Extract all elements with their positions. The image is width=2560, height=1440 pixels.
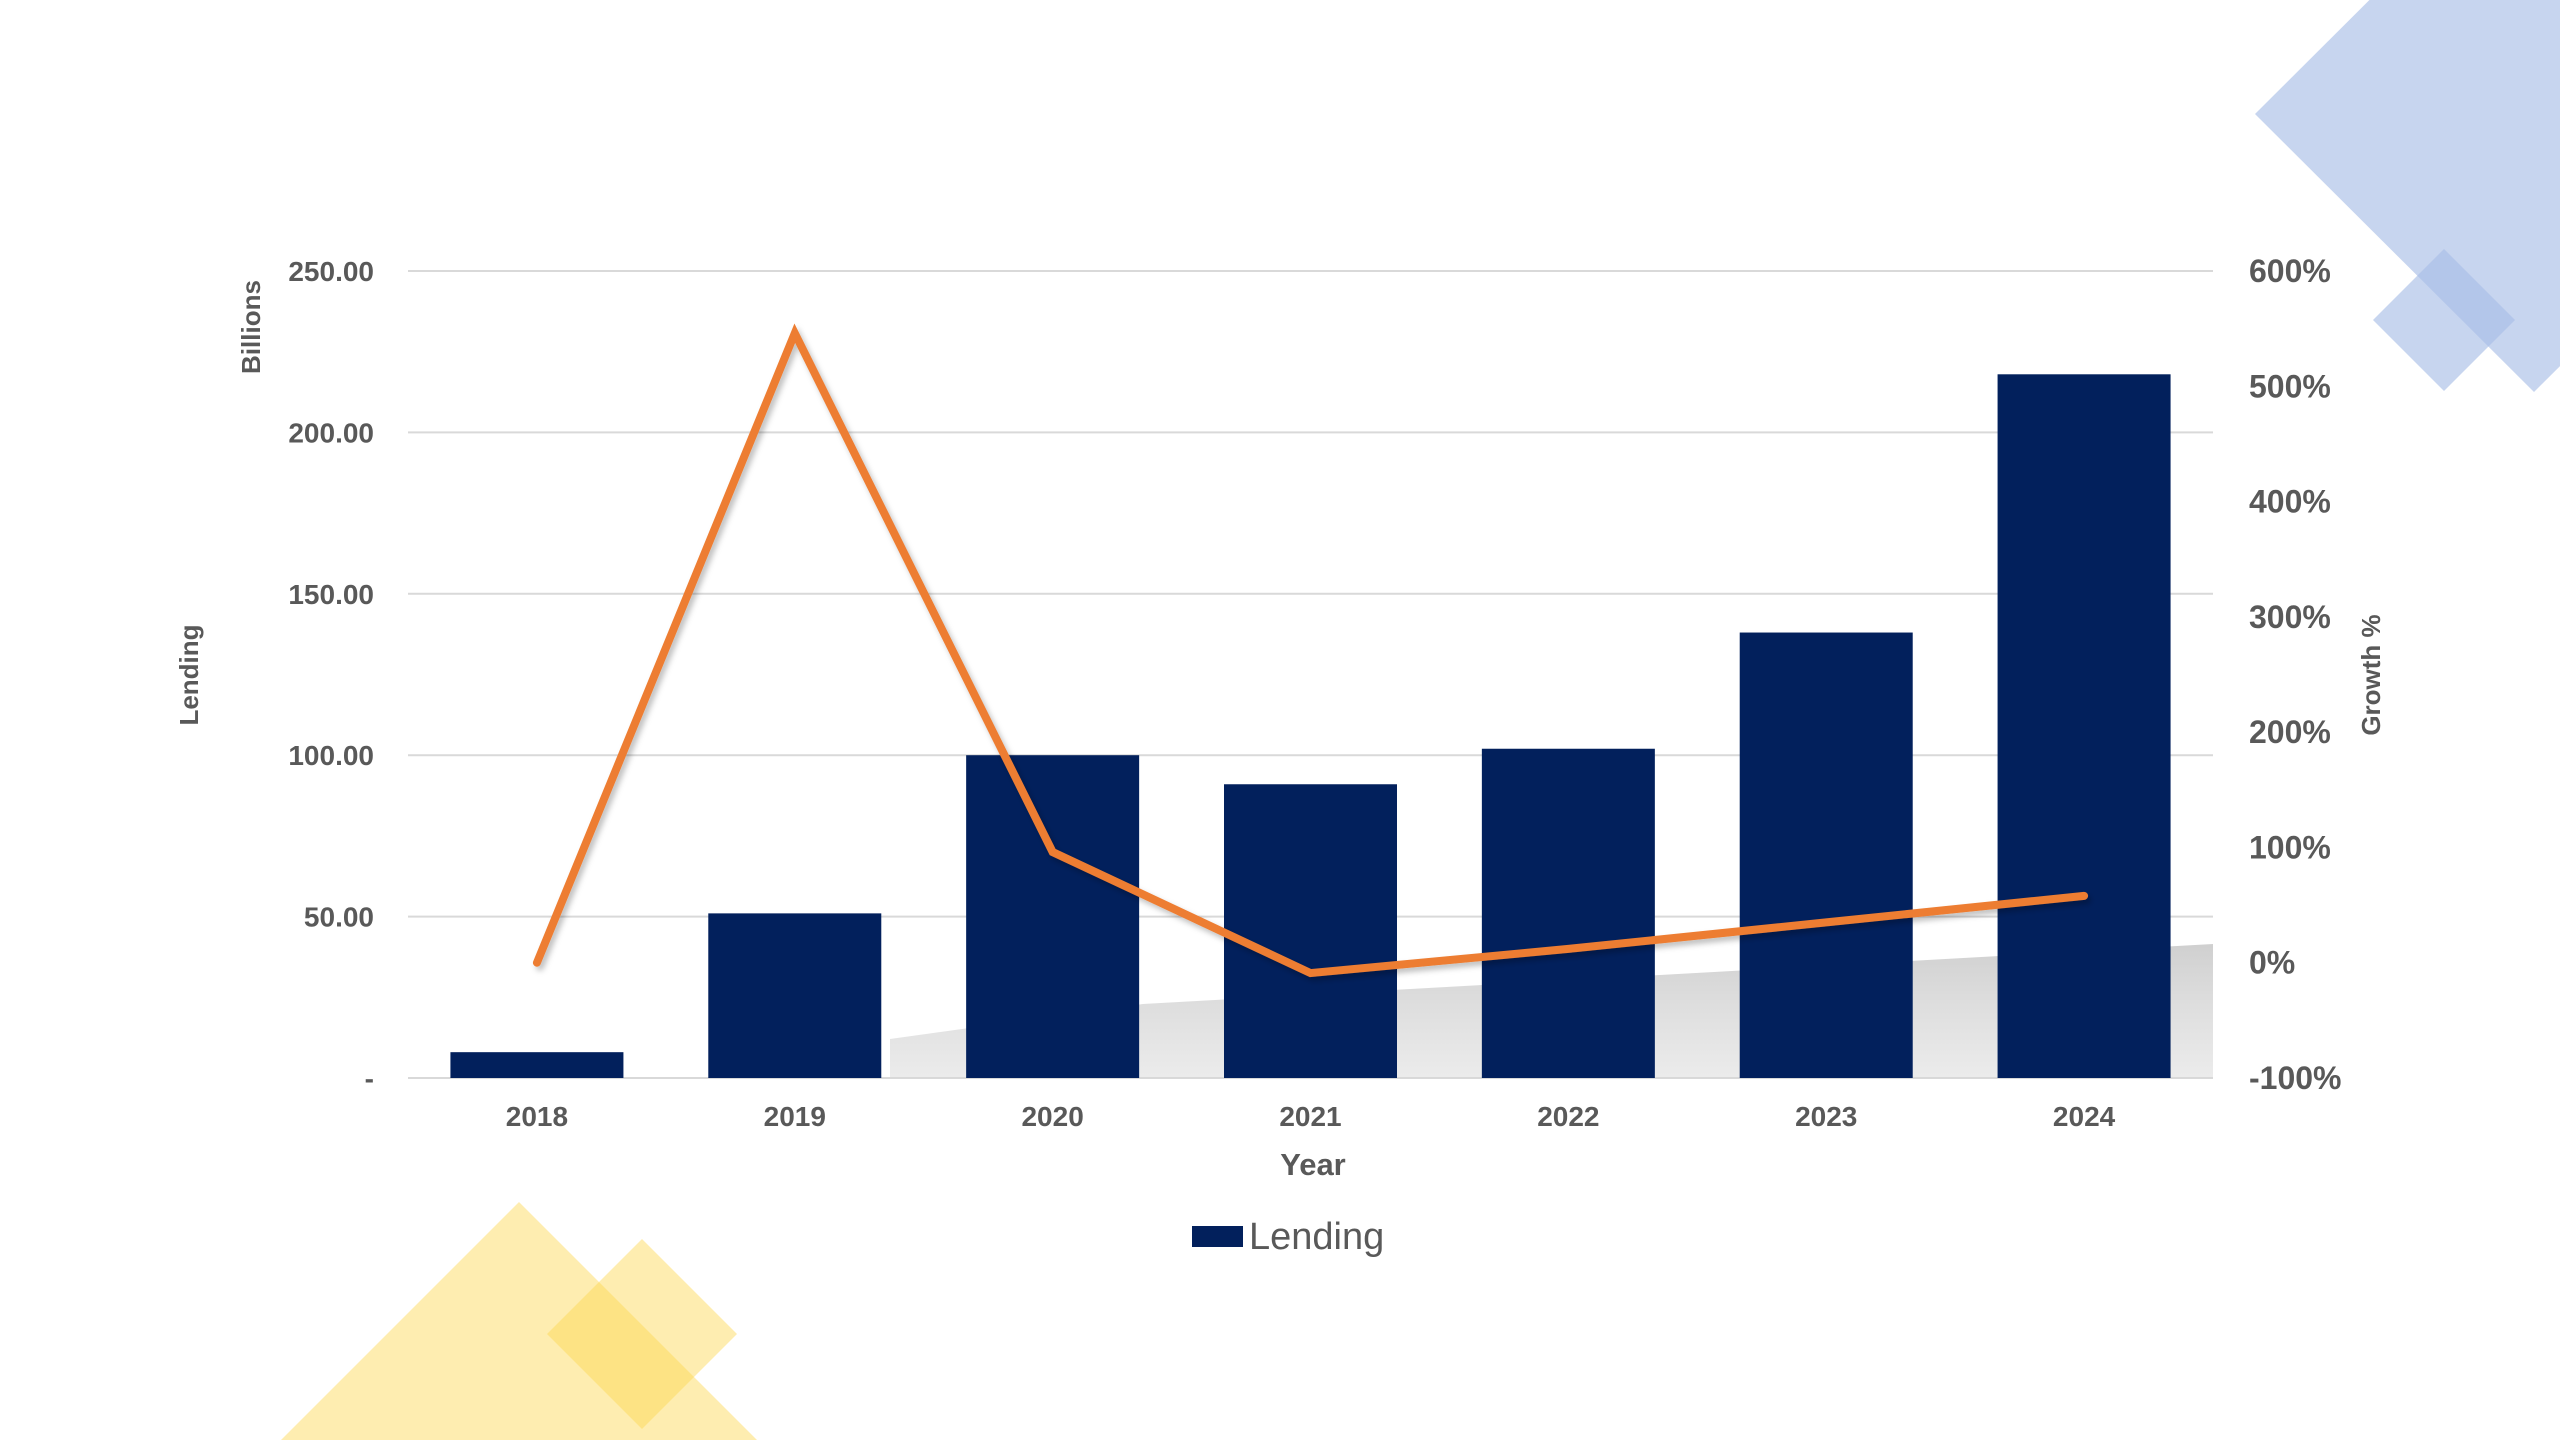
y-tick-label: 50.00 [304,902,374,933]
y2-axis-title: Growth % [2356,614,2386,735]
x-tick-label: 2022 [1537,1101,1599,1132]
y2-tick-label: 0% [2249,945,2295,981]
x-tick-label: 2020 [1021,1101,1083,1132]
x-tick-label: 2024 [2053,1101,2116,1132]
y-tick-label: 200.00 [288,417,374,448]
x-tick-label: 2018 [506,1101,568,1132]
yellow-diamond-large [281,1202,757,1440]
y-axis-title: Lending [174,624,204,725]
y2-tick-label: 200% [2249,714,2331,750]
decoration-blue-diamonds [2255,0,2560,392]
y2-tick-label: 400% [2249,484,2331,520]
bar-lending-2023 [1739,632,1913,1078]
bar-lending-2019 [708,913,882,1078]
bar-lending-2020 [966,755,1140,1078]
yellow-diamond-small [547,1239,737,1429]
y2-tick-label: 100% [2249,829,2331,865]
bar-series-lending [450,374,2171,1078]
x-tick-label: 2021 [1279,1101,1341,1132]
y2-tick-label: 500% [2249,368,2331,404]
line-series-growth [532,323,2089,978]
bar-lending-2018 [450,1052,624,1078]
bar-lending-2024 [1997,374,2171,1078]
right-axis-ticks: -100% 0% 100% 200% 300% 400% 500% 600% [2249,253,2342,1096]
y-tick-label: - [365,1063,374,1094]
decoration-yellow-diamonds [281,1202,757,1440]
y-tick-label: 150.00 [288,579,374,610]
legend-swatch-lending [1192,1226,1243,1247]
legend: Lending [1192,1216,1384,1258]
bar-lending-2021 [1224,784,1397,1078]
y-tick-label: 100.00 [288,740,374,771]
x-axis-ticks: 2018 2019 2020 2021 2022 2023 2024 [506,1101,2116,1132]
legend-label-lending: Lending [1249,1216,1384,1258]
y-axis-units-label: Billions [236,280,266,374]
x-tick-label: 2023 [1795,1101,1857,1132]
y2-tick-label: 600% [2249,253,2331,289]
bar-lending-2022 [1481,748,1655,1078]
y-tick-label: 250.00 [288,256,374,287]
left-axis-ticks: - 50.00 100.00 150.00 200.00 250.00 [288,256,374,1094]
y2-tick-label: 300% [2249,599,2331,635]
x-tick-label: 2019 [764,1101,826,1132]
x-axis-title: Year [1280,1147,1346,1182]
y2-tick-label: -100% [2249,1060,2342,1096]
blue-diamond-small [2373,249,2515,391]
